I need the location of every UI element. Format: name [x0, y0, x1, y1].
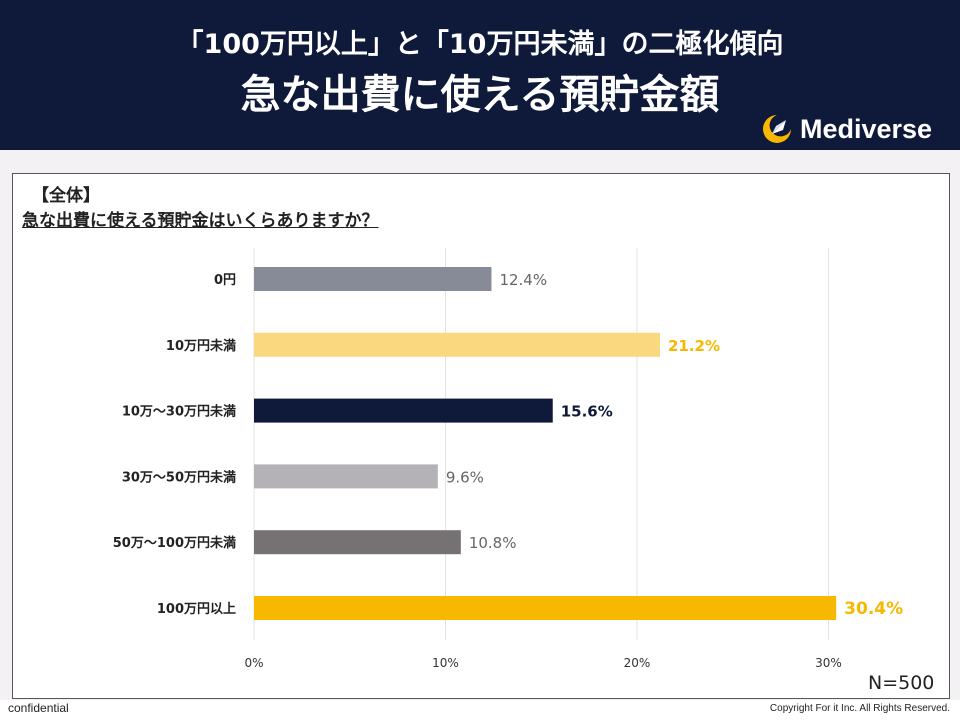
x-tick-label: 0%	[244, 656, 263, 670]
bar	[254, 267, 492, 291]
value-label: 10.8%	[469, 534, 517, 552]
header-banner: 「100万円以上」と「10万円未満」の二極化傾向 急な出費に使える預貯金額 Me…	[0, 0, 960, 150]
value-label: 21.2%	[668, 337, 720, 355]
bar	[254, 398, 553, 423]
category-label: 10万～30万円未満	[122, 404, 236, 420]
sample-size: N=500	[868, 672, 935, 694]
category-label: 30万～50万円未満	[122, 469, 236, 485]
x-tick-label: 10%	[432, 656, 459, 670]
value-label: 12.4%	[499, 271, 547, 289]
survey-question: 急な出費に使える預貯金はいくらありますか？	[22, 211, 379, 231]
bar	[254, 332, 660, 357]
value-label: 9.6%	[446, 468, 484, 486]
value-label: 15.6%	[561, 403, 613, 421]
header-title: 急な出費に使える預貯金額	[240, 72, 720, 118]
bar	[254, 464, 438, 489]
x-tick-label: 30%	[815, 656, 842, 670]
category-label: 0円	[214, 273, 236, 288]
rocket-moon-icon	[763, 115, 791, 143]
category-label: 100万円以上	[157, 602, 236, 617]
header-subtitle: 「100万円以上」と「10万円未満」の二極化傾向	[176, 29, 784, 60]
x-tick-label: 20%	[624, 656, 651, 670]
footer-confidential: confidential	[8, 701, 69, 715]
bar	[254, 596, 837, 620]
category-label: 50万～100万円未満	[113, 535, 236, 551]
section-label: 【全体】	[32, 186, 100, 206]
value-label: 30.4%	[844, 599, 903, 619]
brand-name: Mediverse	[800, 113, 933, 144]
brand-logo: Mediverse	[760, 110, 932, 148]
bar	[254, 530, 461, 555]
footer-copyright: Copyright For it Inc. All Rights Reserve…	[769, 703, 950, 714]
category-label: 10万円未満	[166, 338, 236, 354]
